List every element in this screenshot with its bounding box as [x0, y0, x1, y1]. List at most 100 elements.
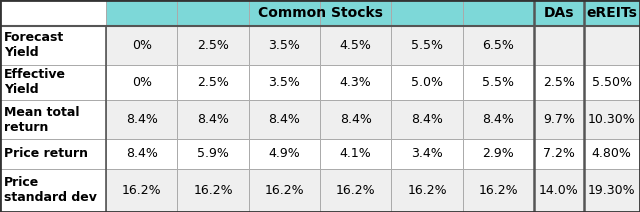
Text: 8.4%: 8.4% — [483, 113, 515, 126]
Bar — [0, 169, 106, 212]
Bar — [0, 65, 106, 100]
Text: 0%: 0% — [132, 76, 152, 89]
Bar — [584, 169, 640, 212]
Bar — [463, 169, 534, 212]
Text: 5.5%: 5.5% — [483, 76, 515, 89]
Text: 16.2%: 16.2% — [122, 184, 161, 197]
Bar — [463, 139, 534, 169]
Bar — [534, 0, 584, 26]
Bar — [177, 100, 249, 139]
Text: 16.2%: 16.2% — [407, 184, 447, 197]
Text: 5.50%: 5.50% — [592, 76, 632, 89]
Bar — [177, 169, 249, 212]
Bar — [0, 26, 106, 65]
Bar — [463, 100, 534, 139]
Bar — [106, 65, 177, 100]
Text: 16.2%: 16.2% — [193, 184, 233, 197]
Text: Price return: Price return — [4, 147, 88, 160]
Bar — [0, 0, 106, 26]
Bar — [320, 0, 391, 26]
Text: Mean total
return: Mean total return — [4, 106, 79, 134]
Text: Price
standard dev: Price standard dev — [4, 177, 97, 205]
Bar — [584, 100, 640, 139]
Bar — [391, 100, 463, 139]
Bar — [106, 139, 177, 169]
Text: 4.9%: 4.9% — [268, 147, 300, 160]
Bar — [534, 139, 584, 169]
Bar — [249, 169, 320, 212]
Text: Forecast
Yield: Forecast Yield — [4, 31, 64, 59]
Bar — [534, 100, 584, 139]
Text: 9.7%: 9.7% — [543, 113, 575, 126]
Bar — [249, 139, 320, 169]
Text: 8.4%: 8.4% — [268, 113, 300, 126]
Text: 8.4%: 8.4% — [125, 113, 157, 126]
Text: 14.0%: 14.0% — [539, 184, 579, 197]
Bar — [177, 0, 249, 26]
Text: 4.1%: 4.1% — [340, 147, 372, 160]
Bar — [320, 65, 391, 100]
Text: 4.5%: 4.5% — [340, 39, 372, 52]
Text: 3.4%: 3.4% — [411, 147, 443, 160]
Bar — [177, 65, 249, 100]
Text: Effective
Yield: Effective Yield — [4, 68, 66, 96]
Text: 3.5%: 3.5% — [268, 76, 300, 89]
Bar — [391, 169, 463, 212]
Text: 8.4%: 8.4% — [340, 113, 372, 126]
Bar — [249, 65, 320, 100]
Text: 16.2%: 16.2% — [479, 184, 518, 197]
Bar — [584, 26, 640, 65]
Bar — [584, 139, 640, 169]
Bar — [534, 26, 584, 65]
Text: 5.5%: 5.5% — [411, 39, 443, 52]
Bar — [0, 139, 106, 169]
Text: Common Stocks: Common Stocks — [257, 6, 383, 20]
Text: 5.9%: 5.9% — [197, 147, 229, 160]
Bar — [584, 65, 640, 100]
Bar — [391, 139, 463, 169]
Bar — [463, 0, 534, 26]
Bar — [391, 0, 463, 26]
Text: 2.5%: 2.5% — [197, 76, 229, 89]
Text: 5.0%: 5.0% — [411, 76, 443, 89]
Bar — [249, 100, 320, 139]
Bar — [320, 100, 391, 139]
Text: 8.4%: 8.4% — [125, 147, 157, 160]
Text: 4.3%: 4.3% — [340, 76, 372, 89]
Text: 0%: 0% — [132, 39, 152, 52]
Text: 2.5%: 2.5% — [543, 76, 575, 89]
Text: 10.30%: 10.30% — [588, 113, 636, 126]
Bar — [534, 169, 584, 212]
Text: 19.30%: 19.30% — [588, 184, 636, 197]
Text: 8.4%: 8.4% — [411, 113, 443, 126]
Bar — [534, 65, 584, 100]
Bar — [463, 26, 534, 65]
Bar — [106, 0, 177, 26]
Bar — [391, 65, 463, 100]
Bar — [249, 26, 320, 65]
Text: 7.2%: 7.2% — [543, 147, 575, 160]
Bar — [584, 0, 640, 26]
Bar — [106, 100, 177, 139]
Text: 3.5%: 3.5% — [268, 39, 300, 52]
Text: 8.4%: 8.4% — [197, 113, 229, 126]
Bar — [249, 0, 320, 26]
Bar — [106, 26, 177, 65]
Text: eREITs: eREITs — [586, 6, 637, 20]
Text: 2.5%: 2.5% — [197, 39, 229, 52]
Text: 2.9%: 2.9% — [483, 147, 514, 160]
Bar — [463, 65, 534, 100]
Text: DAs: DAs — [543, 6, 574, 20]
Text: 16.2%: 16.2% — [336, 184, 376, 197]
Bar — [320, 139, 391, 169]
Bar — [0, 100, 106, 139]
Text: 4.80%: 4.80% — [592, 147, 632, 160]
Bar — [320, 26, 391, 65]
Bar — [177, 26, 249, 65]
Bar — [391, 26, 463, 65]
Bar — [320, 169, 391, 212]
Bar — [177, 139, 249, 169]
Bar — [106, 169, 177, 212]
Text: 6.5%: 6.5% — [483, 39, 515, 52]
Text: 16.2%: 16.2% — [264, 184, 304, 197]
